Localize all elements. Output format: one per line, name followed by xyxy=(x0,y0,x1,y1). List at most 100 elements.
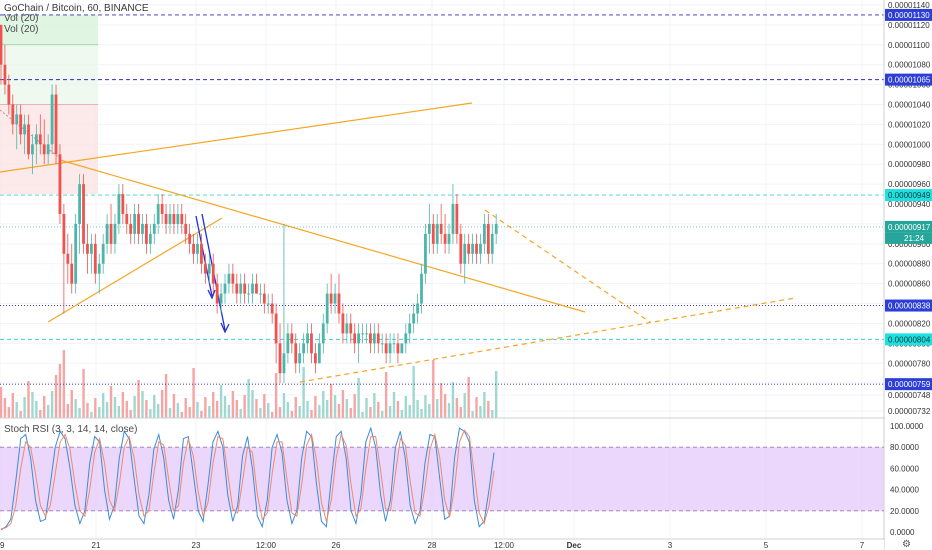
trendline xyxy=(484,209,651,323)
price-level-badge xyxy=(885,73,932,86)
volume-bar xyxy=(223,396,227,418)
candle-body xyxy=(302,343,306,354)
candle-body xyxy=(196,243,199,254)
candle-body xyxy=(341,313,345,334)
volume-bar xyxy=(341,390,345,418)
current-price-badge-label: 0.00000917 xyxy=(888,223,931,232)
volume-bar xyxy=(39,410,42,418)
volume-bar xyxy=(74,399,77,418)
volume-bar xyxy=(121,392,125,418)
candle-body xyxy=(329,293,333,304)
volume-bar xyxy=(11,393,14,418)
volume-bar xyxy=(43,396,46,418)
stoch-tick-label: 40.0000 xyxy=(890,486,919,495)
volume-bar xyxy=(494,371,498,418)
price-level-badge-label: 0.00001065 xyxy=(888,76,931,85)
volume-bar xyxy=(479,406,482,418)
volume-bar xyxy=(168,408,172,418)
time-tick-label: 21 xyxy=(92,541,101,550)
candle-body xyxy=(203,263,207,274)
volume-bar xyxy=(263,394,266,418)
candle-body xyxy=(455,204,459,234)
volume-bar xyxy=(50,391,54,418)
candle-body xyxy=(62,213,66,254)
price-tick-label: 0.00000780 xyxy=(888,359,931,368)
candle-body xyxy=(176,213,180,224)
volume-bar xyxy=(7,407,11,418)
candle-body xyxy=(42,144,46,155)
candle-body xyxy=(200,243,203,264)
volume-bar xyxy=(133,396,136,418)
candle-body xyxy=(145,223,148,244)
volume-bar xyxy=(396,401,400,418)
price-tick-label: 0.00001140 xyxy=(888,1,930,10)
candle-body xyxy=(121,194,125,214)
candle-body xyxy=(310,333,313,354)
candle-body xyxy=(19,114,23,135)
volume-bar xyxy=(373,393,376,418)
price-level-badge-label: 0.00000949 xyxy=(888,191,931,200)
vol-legend: Vol (20) xyxy=(4,13,38,25)
candle-body xyxy=(3,64,7,85)
volume-bar xyxy=(78,408,81,418)
candle-body xyxy=(388,343,392,354)
price-tick-label: 0.00000880 xyxy=(888,260,931,269)
candle-body xyxy=(345,323,349,334)
volume-bar xyxy=(467,377,470,418)
candle-body xyxy=(274,313,278,344)
price-tick-label: 0.00000940 xyxy=(888,200,931,209)
volume-bar xyxy=(381,411,384,418)
volume-bar xyxy=(137,380,140,418)
volume-bar xyxy=(35,401,38,418)
price-tick-label: 0.00001100 xyxy=(888,41,930,50)
volume-bar xyxy=(400,410,404,418)
price-tick-label: 0.00001080 xyxy=(888,61,931,70)
candle-body xyxy=(337,293,341,314)
candle-body xyxy=(400,343,404,354)
trendline xyxy=(0,109,63,161)
candle-body xyxy=(396,343,400,354)
candle-body xyxy=(290,333,294,344)
volume-bar xyxy=(428,404,431,418)
candle-body xyxy=(211,263,215,284)
volume-bar xyxy=(412,366,415,418)
volume-bar xyxy=(345,399,349,418)
price-level-badge xyxy=(885,333,932,346)
volume-bar xyxy=(451,382,455,418)
countdown-label: 21:24 xyxy=(904,234,925,243)
time-tick-label: 12:00 xyxy=(494,541,515,550)
volume-bar xyxy=(109,386,113,418)
candle-body xyxy=(70,263,74,284)
candle-body xyxy=(361,333,364,335)
price-level-badge xyxy=(885,378,932,391)
candle-body xyxy=(494,223,498,234)
time-tick-label: 3 xyxy=(668,541,673,550)
stoch-tick-label: 20.0000 xyxy=(890,507,919,516)
price-tick-label: 0.00001120 xyxy=(888,21,930,30)
candle-body xyxy=(74,223,78,284)
candle-body xyxy=(207,263,211,274)
volume-bar xyxy=(164,374,168,418)
volume-bar xyxy=(282,393,286,418)
price-level-badge-label: 0.00000838 xyxy=(888,302,931,311)
time-tick-label: 26 xyxy=(332,541,341,550)
volume-bar xyxy=(192,368,195,418)
stoch-line-d xyxy=(0,429,495,530)
price-level-badge-label: 0.00000804 xyxy=(888,335,931,344)
candle-body xyxy=(278,343,282,374)
price-tick-label: 0.00000980 xyxy=(888,160,931,169)
candle-body xyxy=(50,94,54,145)
volume-bar xyxy=(212,392,215,418)
volume-bar xyxy=(208,406,211,418)
volume-bar xyxy=(180,412,183,418)
volume-bar xyxy=(302,367,305,418)
candle-body xyxy=(286,333,290,354)
volume-bar xyxy=(15,402,18,418)
volume-bar xyxy=(432,360,435,418)
trendline xyxy=(299,297,796,383)
volume-bar xyxy=(491,410,494,418)
stoch-tick-label: 0.0000 xyxy=(890,528,915,537)
volume-bar xyxy=(19,411,22,418)
candle-body xyxy=(31,144,34,155)
